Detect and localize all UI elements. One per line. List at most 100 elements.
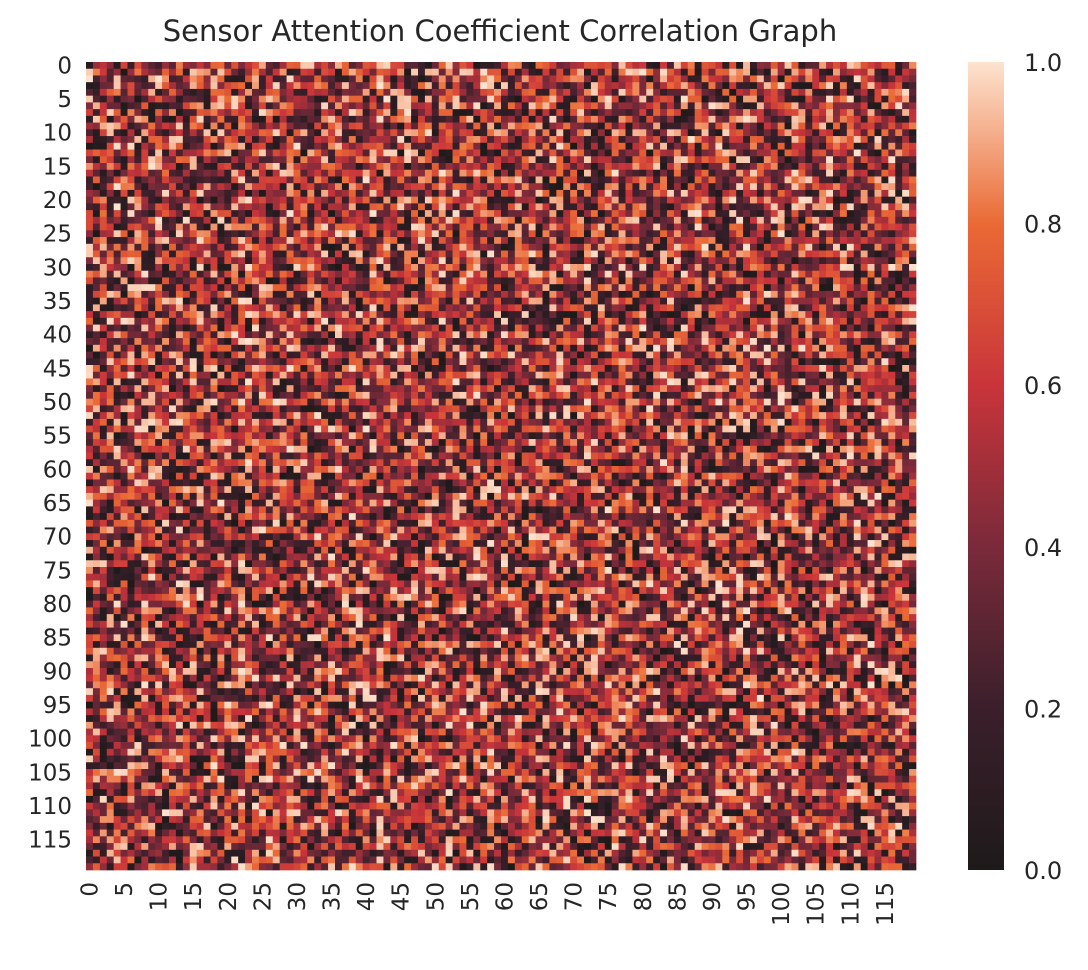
heatmap-cell bbox=[819, 75, 827, 83]
heatmap-cell bbox=[369, 304, 377, 312]
heatmap-cell bbox=[182, 237, 191, 245]
heatmap-cell bbox=[459, 196, 467, 204]
heatmap-cell bbox=[341, 237, 350, 245]
heatmap-cell bbox=[535, 264, 543, 272]
heatmap-cell bbox=[853, 115, 862, 123]
heatmap-cell bbox=[321, 95, 329, 103]
heatmap-cell bbox=[92, 304, 101, 312]
heatmap-cell bbox=[162, 102, 170, 110]
heatmap-cell bbox=[570, 189, 578, 198]
heatmap-cell bbox=[355, 68, 364, 76]
heatmap-cell bbox=[411, 183, 419, 191]
heatmap-cell bbox=[805, 109, 813, 117]
heatmap-cell bbox=[584, 95, 592, 103]
heatmap-cell bbox=[196, 75, 204, 83]
heatmap-cell bbox=[473, 277, 481, 285]
heatmap-cell bbox=[397, 284, 405, 292]
heatmap-cell bbox=[743, 304, 751, 312]
heatmap-cell bbox=[328, 203, 336, 211]
heatmap-cell bbox=[763, 264, 772, 272]
heatmap-cell bbox=[667, 290, 675, 299]
heatmap-cell bbox=[348, 230, 357, 238]
heatmap-cell bbox=[687, 230, 696, 238]
heatmap-cell bbox=[770, 62, 779, 70]
heatmap-cell bbox=[521, 109, 530, 117]
heatmap-cell bbox=[210, 338, 218, 346]
heatmap-cell bbox=[874, 88, 882, 97]
heatmap-cell bbox=[874, 311, 882, 319]
heatmap-cell bbox=[369, 264, 377, 272]
heatmap-cell bbox=[162, 338, 170, 346]
heatmap-cell bbox=[763, 277, 772, 285]
heatmap-cell bbox=[860, 290, 868, 299]
heatmap-cell bbox=[853, 176, 862, 184]
heatmap-cell bbox=[404, 142, 412, 150]
heatmap-cell bbox=[743, 317, 751, 325]
heatmap-cell bbox=[335, 149, 343, 157]
heatmap-cell bbox=[300, 62, 308, 70]
heatmap-cell bbox=[722, 102, 730, 110]
heatmap-cell bbox=[756, 122, 765, 130]
heatmap-cell bbox=[99, 230, 108, 238]
heatmap-cell bbox=[667, 237, 675, 245]
heatmap-cell bbox=[770, 82, 779, 90]
heatmap-cell bbox=[169, 163, 177, 171]
heatmap-cell bbox=[722, 284, 730, 292]
heatmap-cell bbox=[99, 163, 108, 171]
heatmap-cell bbox=[134, 68, 142, 76]
heatmap-cell bbox=[141, 270, 149, 278]
heatmap-cell bbox=[141, 317, 149, 325]
heatmap-cell bbox=[487, 129, 495, 137]
heatmap-cell bbox=[839, 129, 848, 137]
heatmap-cell bbox=[888, 284, 896, 292]
heatmap-cell bbox=[777, 250, 785, 258]
heatmap-cell bbox=[750, 149, 758, 157]
heatmap-cell bbox=[175, 88, 184, 97]
heatmap-cell bbox=[833, 122, 841, 130]
heatmap-cell bbox=[839, 82, 848, 90]
heatmap-cell bbox=[812, 82, 820, 90]
heatmap-cell bbox=[369, 317, 377, 325]
heatmap-cell bbox=[404, 311, 412, 319]
heatmap-cell bbox=[750, 264, 758, 272]
heatmap-cell bbox=[694, 149, 702, 157]
heatmap-cell bbox=[736, 75, 744, 83]
heatmap-cell bbox=[556, 297, 564, 305]
heatmap-cell bbox=[231, 270, 239, 278]
heatmap-cell bbox=[833, 68, 841, 76]
heatmap-cell bbox=[501, 277, 509, 285]
heatmap-cell bbox=[826, 156, 834, 164]
heatmap-cell bbox=[238, 250, 246, 258]
heatmap-cell bbox=[542, 163, 550, 171]
heatmap-cell bbox=[805, 142, 813, 150]
heatmap-cell bbox=[424, 216, 433, 224]
heatmap-cell bbox=[784, 142, 792, 150]
heatmap-cell bbox=[376, 169, 384, 177]
heatmap-cell bbox=[390, 122, 398, 130]
heatmap-cell bbox=[639, 169, 647, 177]
heatmap-cell bbox=[411, 136, 419, 144]
heatmap-cell bbox=[839, 317, 848, 325]
heatmap-cell bbox=[169, 338, 177, 346]
heatmap-cell bbox=[148, 264, 156, 272]
heatmap-cell bbox=[106, 136, 115, 144]
heatmap-cell bbox=[501, 163, 509, 171]
heatmap-cell bbox=[611, 189, 619, 198]
heatmap-cell bbox=[570, 243, 578, 251]
heatmap-cell bbox=[750, 210, 758, 218]
heatmap-cell bbox=[86, 331, 94, 339]
heatmap-cell bbox=[736, 284, 744, 292]
heatmap-cell bbox=[252, 331, 260, 339]
heatmap-cell bbox=[182, 297, 191, 305]
heatmap-cell bbox=[203, 189, 211, 198]
heatmap-cell bbox=[148, 196, 156, 204]
heatmap-cell bbox=[231, 149, 239, 157]
heatmap-cell bbox=[694, 270, 702, 278]
heatmap-cell bbox=[521, 284, 530, 292]
heatmap-cell bbox=[106, 75, 115, 83]
heatmap-cell bbox=[611, 102, 619, 110]
heatmap-cell bbox=[120, 290, 128, 299]
heatmap-cell bbox=[694, 297, 702, 305]
heatmap-cell bbox=[362, 277, 370, 285]
heatmap-cell bbox=[756, 156, 765, 164]
